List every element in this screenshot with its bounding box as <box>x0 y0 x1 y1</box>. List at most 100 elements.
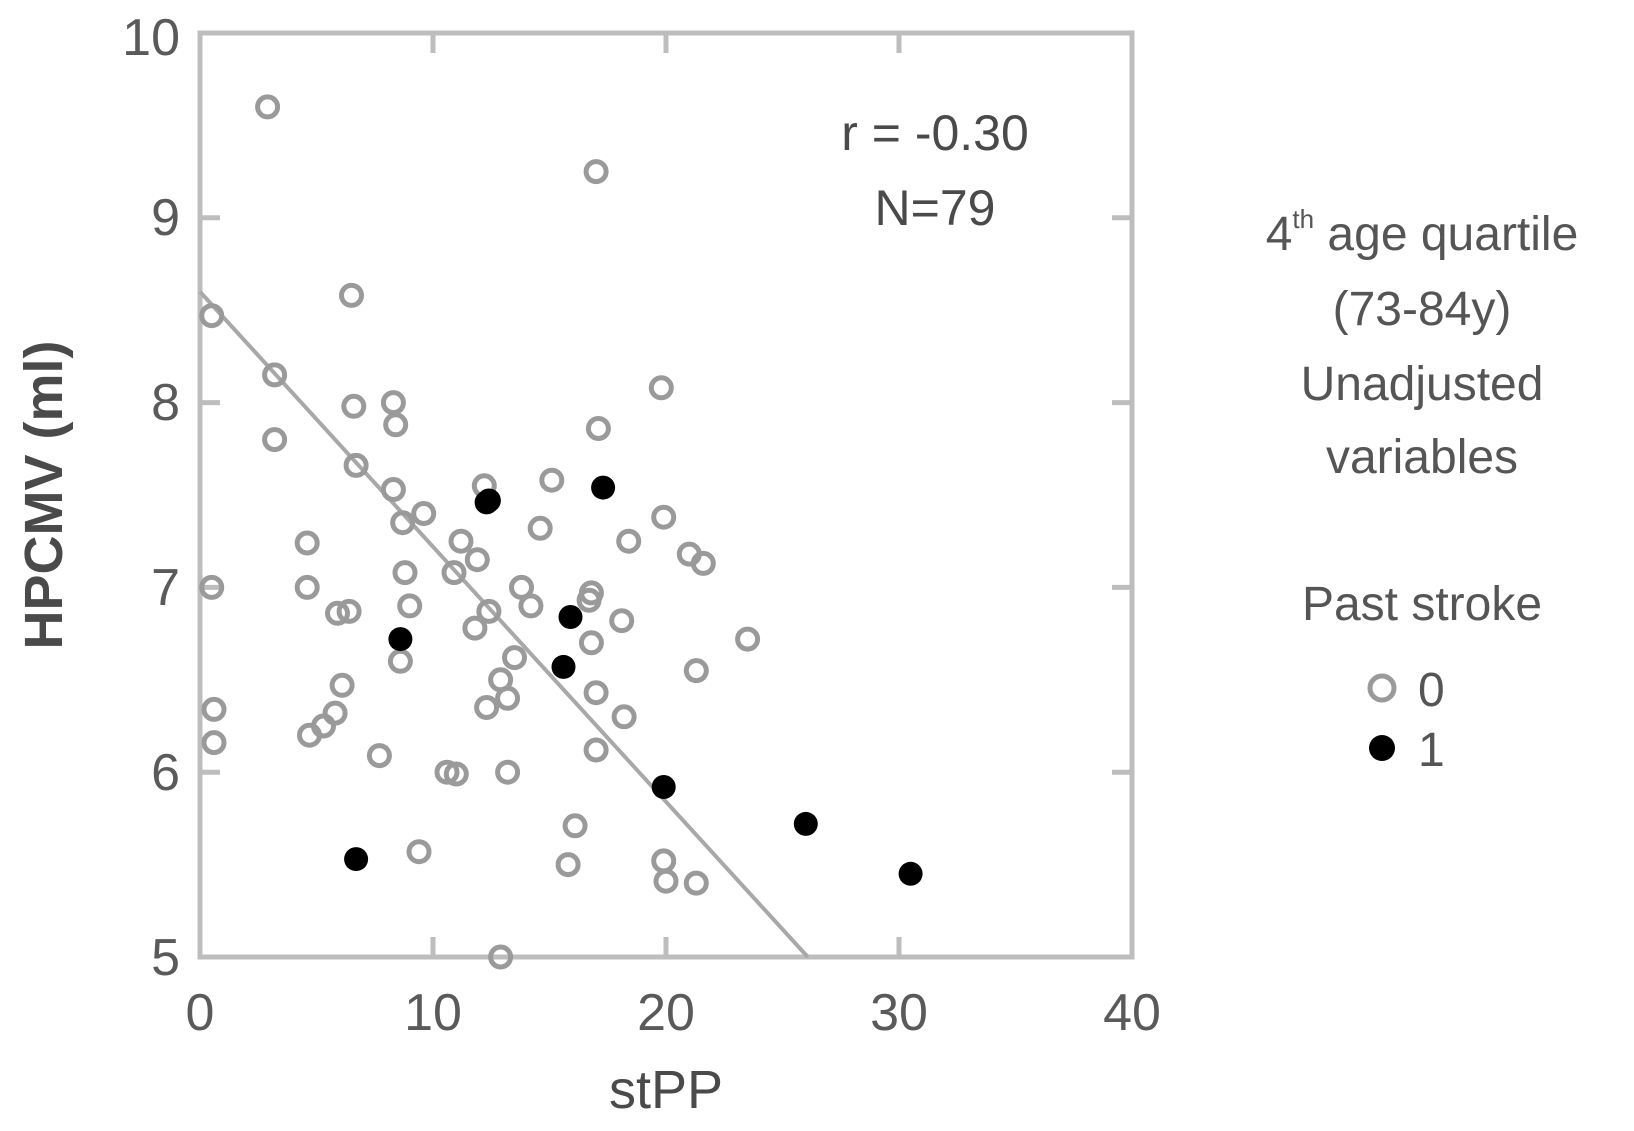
data-point-past-stroke-0 <box>476 598 502 624</box>
data-point-past-stroke-0 <box>578 630 604 656</box>
y-tick-label: 7 <box>151 559 180 617</box>
y-axis-title: HPCMV (ml) <box>14 341 74 650</box>
data-point-past-stroke-1 <box>793 811 818 836</box>
data-point-past-stroke-1 <box>558 605 583 629</box>
data-point-past-stroke-0 <box>297 722 322 748</box>
data-point-past-stroke-0 <box>199 574 225 600</box>
subgroup-label: 4th age quartile <box>1266 204 1579 261</box>
data-point-past-stroke-1 <box>344 847 369 872</box>
subgroup-label-sup: th <box>1292 204 1314 234</box>
y-tick-label: 9 <box>151 189 180 247</box>
data-point-past-stroke-0 <box>464 547 490 573</box>
age-range-label: (73-84y) <box>1333 283 1512 336</box>
data-point-past-stroke-0 <box>583 737 609 763</box>
data-point-past-stroke-0 <box>611 704 637 730</box>
data-point-past-stroke-0 <box>495 685 521 711</box>
data-point-past-stroke-0 <box>411 501 437 526</box>
data-point-past-stroke-1 <box>551 654 576 679</box>
data-point-past-stroke-0 <box>441 560 467 586</box>
data-point-past-stroke-0 <box>683 658 709 684</box>
data-point-past-stroke-0 <box>518 593 544 619</box>
data-point-past-stroke-1 <box>651 775 676 799</box>
adjustment-label-1: Unadjusted <box>1301 358 1544 411</box>
legend: Past stroke 0 1 <box>1302 578 1542 777</box>
x-tick-label: 20 <box>637 984 695 1042</box>
y-tick-label: 10 <box>122 9 180 67</box>
data-point-past-stroke-0 <box>690 550 716 576</box>
data-point-past-stroke-0 <box>262 362 288 388</box>
data-point-past-stroke-0 <box>294 574 320 600</box>
y-tick-label: 8 <box>151 374 180 432</box>
data-point-past-stroke-0 <box>201 730 227 756</box>
data-point-past-stroke-0 <box>495 759 521 785</box>
data-point-past-stroke-0 <box>539 467 565 493</box>
data-point-past-stroke-0 <box>339 282 364 308</box>
x-tick-label: 10 <box>404 984 462 1042</box>
data-point-past-stroke-0 <box>325 600 350 626</box>
data-point-past-stroke-0 <box>383 412 409 438</box>
data-point-past-stroke-0 <box>255 94 281 120</box>
data-point-past-stroke-0 <box>609 608 635 634</box>
data-point-past-stroke-0 <box>387 648 413 674</box>
data-point-past-stroke-0 <box>648 375 674 401</box>
data-point-past-stroke-0 <box>651 504 677 530</box>
data-point-past-stroke-0 <box>509 574 534 600</box>
data-point-past-stroke-1 <box>476 488 501 513</box>
data-point-past-stroke-0 <box>406 839 432 865</box>
data-point-past-stroke-0 <box>343 452 369 478</box>
correlation-annotation: r = -0.30 <box>841 105 1029 161</box>
data-point-past-stroke-0 <box>583 159 609 185</box>
data-point-past-stroke-0 <box>562 813 588 839</box>
data-point-past-stroke-0 <box>683 870 709 896</box>
data-point-past-stroke-0 <box>462 615 488 641</box>
subgroup-label-base: 4 <box>1266 208 1293 261</box>
data-point-past-stroke-0 <box>392 560 418 586</box>
data-point-past-stroke-1 <box>388 627 413 652</box>
data-point-past-stroke-0 <box>322 700 348 726</box>
data-point-past-stroke-1 <box>591 475 616 500</box>
data-point-past-stroke-0 <box>341 393 367 419</box>
legend-marker-filled <box>1369 735 1395 761</box>
x-tick-label: 40 <box>1103 984 1161 1042</box>
data-point-past-stroke-1 <box>898 861 923 886</box>
data-point-past-stroke-0 <box>735 626 761 652</box>
regression-line <box>198 290 810 959</box>
adjustment-label-2: variables <box>1326 431 1518 484</box>
data-point-past-stroke-0 <box>294 530 320 556</box>
data-point-past-stroke-0 <box>380 390 406 416</box>
x-tick-label: 30 <box>870 984 928 1042</box>
x-tick-labels: 0 10 20 30 40 <box>186 984 1161 1042</box>
data-point-past-stroke-0 <box>262 427 288 453</box>
subgroup-label-rest: age quartile <box>1314 208 1578 261</box>
data-point-past-stroke-0 <box>653 868 679 894</box>
data-point-past-stroke-0 <box>488 944 514 970</box>
legend-marker-open <box>1367 673 1397 703</box>
y-tick-labels: 5 6 7 8 9 10 <box>122 9 180 987</box>
legend-entry: 0 <box>1418 664 1445 717</box>
data-point-past-stroke-0 <box>366 743 392 769</box>
data-point-past-stroke-0 <box>585 416 611 441</box>
plot-frame <box>197 30 1135 960</box>
x-tick-label: 0 <box>186 984 215 1042</box>
legend-entry: 1 <box>1418 724 1445 777</box>
data-point-past-stroke-0 <box>555 852 581 878</box>
data-point-past-stroke-0 <box>474 695 500 720</box>
data-point-past-stroke-0 <box>651 848 677 874</box>
data-point-past-stroke-0 <box>616 528 642 554</box>
data-point-past-stroke-0 <box>329 672 355 698</box>
data-point-past-stroke-0 <box>390 510 416 536</box>
tick-marks <box>197 30 1135 960</box>
data-point-past-stroke-0 <box>397 593 423 619</box>
sample-size-annotation: N=79 <box>875 180 996 236</box>
legend-title: Past stroke <box>1302 578 1542 631</box>
data-point-past-stroke-0 <box>576 587 602 613</box>
data-points <box>199 94 923 970</box>
data-point-past-stroke-0 <box>199 303 225 329</box>
y-tick-label: 5 <box>151 929 180 987</box>
data-point-past-stroke-0 <box>380 477 406 502</box>
y-tick-label: 6 <box>151 744 180 802</box>
data-point-past-stroke-0 <box>502 645 527 671</box>
data-point-past-stroke-0 <box>448 528 474 554</box>
data-point-past-stroke-0 <box>583 680 609 706</box>
